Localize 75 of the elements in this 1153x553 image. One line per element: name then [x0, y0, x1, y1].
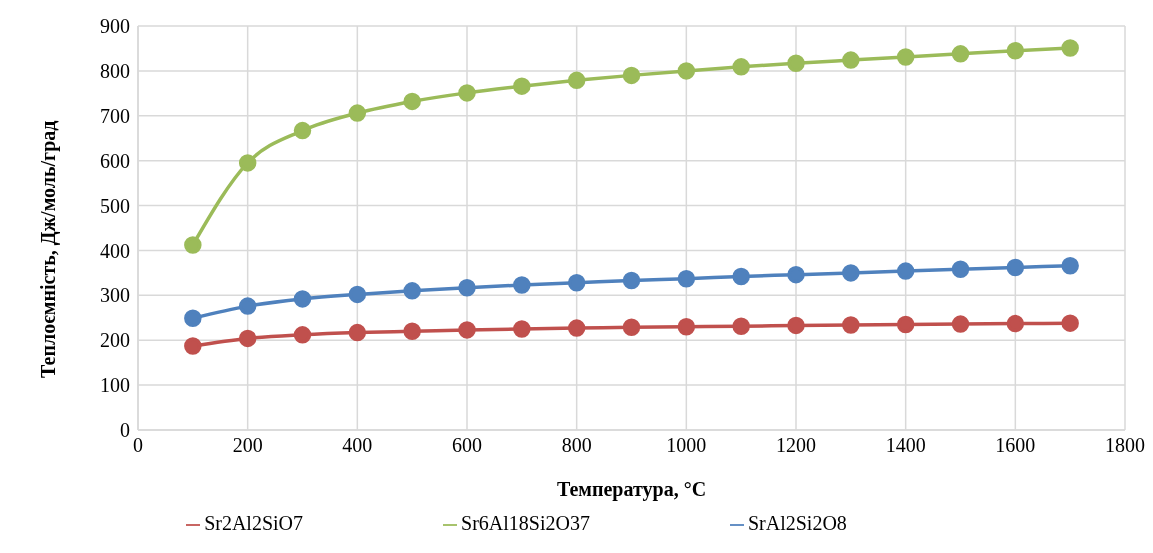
- point: [732, 267, 750, 286]
- point: [403, 92, 421, 111]
- point: [238, 154, 257, 172]
- point: [951, 315, 970, 333]
- point: [732, 317, 750, 336]
- x-tick-label: 1800: [1105, 434, 1145, 457]
- x-tick-label: 600: [452, 434, 482, 457]
- y-tick-label: 600: [100, 149, 130, 172]
- x-tick-label: 200: [232, 434, 263, 457]
- point: [1061, 39, 1079, 57]
- legend-label: SrAl2Si2O8: [747, 512, 847, 534]
- point: [842, 51, 860, 69]
- point: [896, 315, 915, 334]
- point: [1006, 41, 1025, 60]
- point: [1061, 314, 1079, 332]
- point: [677, 62, 696, 80]
- y-tick-label: 0: [120, 419, 130, 442]
- point: [513, 276, 531, 294]
- y-tick-label: 800: [100, 59, 130, 82]
- x-axis-title: Температура, °C: [556, 478, 707, 501]
- point: [677, 269, 696, 288]
- point: [238, 297, 257, 315]
- x-tick-label: 1200: [776, 434, 816, 457]
- point: [458, 84, 476, 102]
- point: [184, 236, 202, 254]
- point: [567, 274, 586, 292]
- y-tick-label: 500: [100, 194, 130, 217]
- point: [732, 58, 750, 76]
- point: [348, 104, 367, 122]
- y-axis-title: Теплоємність, Дж/моль/град: [37, 120, 61, 378]
- y-tick-label: 200: [100, 329, 130, 352]
- point: [348, 323, 367, 342]
- x-tick-label: 800: [561, 434, 592, 457]
- point: [513, 320, 531, 338]
- point: [403, 322, 421, 340]
- y-tick-label: 900: [100, 15, 130, 38]
- point: [677, 318, 696, 336]
- point: [184, 337, 202, 355]
- y-tick-label: 400: [100, 239, 130, 262]
- x-tick-label: 400: [342, 434, 373, 457]
- point: [1006, 258, 1025, 277]
- legend-label: Sr6Al18Si2O37: [461, 512, 590, 534]
- y-tick-label: 300: [100, 284, 130, 307]
- point: [293, 290, 312, 308]
- point: [951, 45, 970, 63]
- x-tick-label: 1600: [995, 434, 1036, 457]
- point: [622, 318, 641, 336]
- y-tick-label: 100: [100, 374, 130, 397]
- point: [348, 285, 367, 304]
- point: [458, 321, 476, 339]
- point: [787, 54, 805, 73]
- point: [293, 326, 312, 344]
- point: [842, 316, 860, 334]
- point: [293, 121, 312, 140]
- point: [513, 77, 531, 95]
- x-tick-label: 1400: [885, 434, 926, 457]
- point: [787, 265, 805, 284]
- point: [842, 264, 860, 282]
- legend-label: Sr2Al2SiO7: [204, 512, 304, 534]
- point: [787, 316, 805, 335]
- point: [567, 319, 586, 337]
- point: [1061, 256, 1079, 275]
- point: [622, 66, 641, 85]
- point: [403, 282, 421, 300]
- point: [184, 309, 202, 327]
- point: [458, 278, 476, 297]
- point: [896, 48, 915, 66]
- x-tick-label: 1000: [666, 434, 707, 457]
- point: [238, 329, 257, 348]
- point: [896, 262, 915, 280]
- point: [1006, 314, 1025, 333]
- y-tick-label: 700: [100, 104, 130, 127]
- point: [567, 71, 586, 90]
- point: [951, 260, 970, 279]
- point: [622, 271, 641, 290]
